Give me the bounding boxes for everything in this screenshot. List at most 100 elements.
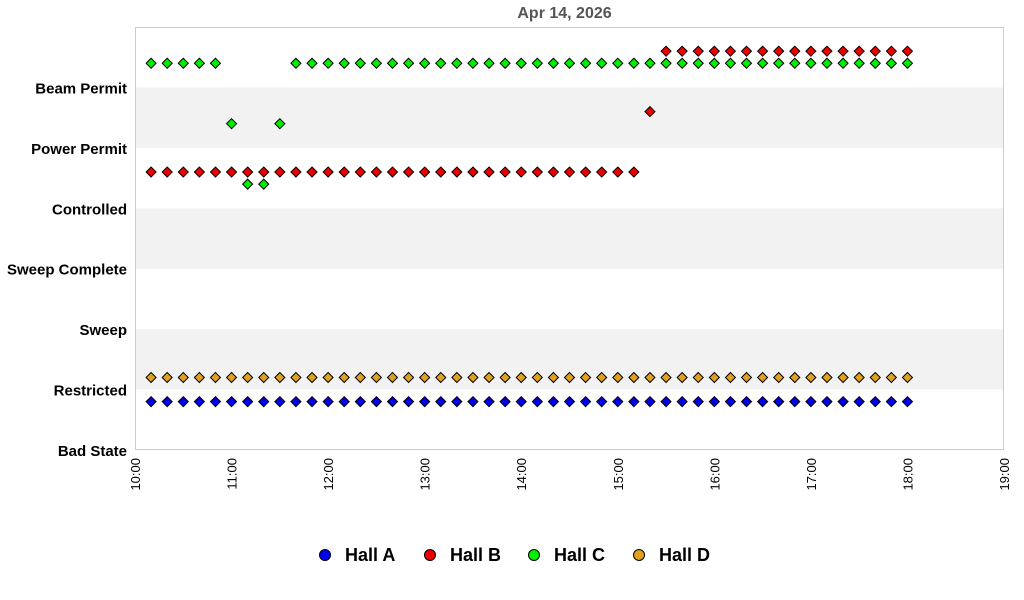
point-hall-a	[338, 395, 350, 408]
point-hall-d	[306, 371, 318, 384]
point-hall-c	[338, 57, 350, 69]
point-hall-b	[515, 166, 527, 178]
point-hall-c	[306, 57, 318, 69]
point-hall-c	[354, 57, 367, 69]
point-hall-b	[209, 166, 222, 178]
point-hall-b	[660, 45, 672, 57]
x-tick-label: 17:00	[804, 458, 819, 491]
x-tick-label: 12:00	[321, 458, 336, 491]
y-label-bad-state: Bad State	[58, 443, 127, 460]
point-hall-c	[772, 57, 785, 69]
point-hall-b	[595, 166, 608, 178]
point-hall-d	[708, 371, 721, 384]
point-hall-d	[354, 371, 367, 384]
point-hall-a	[821, 395, 833, 408]
point-hall-c	[177, 57, 189, 69]
point-hall-a	[290, 395, 302, 408]
point-hall-a	[467, 395, 479, 408]
point-hall-d	[547, 371, 560, 384]
point-hall-d	[628, 371, 640, 384]
point-hall-b	[531, 166, 544, 178]
point-hall-c	[837, 57, 849, 69]
point-hall-d	[595, 371, 608, 384]
point-hall-a	[805, 395, 817, 408]
point-hall-d	[483, 371, 495, 384]
point-hall-a	[885, 395, 898, 408]
legend-item-hall-d: Hall D	[633, 545, 710, 565]
point-hall-d	[901, 371, 914, 384]
point-hall-c	[708, 57, 721, 69]
point-hall-a	[370, 395, 383, 408]
background-bands	[135, 27, 1004, 450]
point-hall-a	[161, 395, 173, 408]
point-hall-b	[563, 166, 576, 178]
point-hall-a	[724, 395, 737, 408]
point-hall-a	[901, 395, 914, 408]
point-hall-a	[306, 395, 318, 408]
point-hall-a	[547, 395, 560, 408]
x-tick-label: 18:00	[900, 458, 915, 491]
point-hall-c	[451, 57, 463, 69]
point-hall-b	[628, 166, 640, 178]
point-hall-b	[821, 45, 833, 57]
point-hall-a	[515, 395, 527, 408]
point-hall-d	[467, 371, 479, 384]
point-hall-b	[435, 166, 447, 178]
point-hall-a	[193, 395, 206, 408]
point-hall-b	[225, 166, 238, 178]
point-hall-d	[644, 371, 656, 384]
band-6	[135, 27, 1004, 88]
band-3	[135, 208, 1004, 269]
point-hall-c	[676, 57, 688, 69]
point-hall-d	[660, 371, 672, 384]
y-label-restricted: Restricted	[54, 383, 127, 400]
point-hall-a	[628, 395, 640, 408]
point-hall-b	[901, 45, 914, 57]
point-hall-d	[338, 371, 350, 384]
point-hall-b	[724, 45, 737, 57]
point-hall-c	[241, 178, 254, 190]
point-hall-d	[225, 371, 238, 384]
point-hall-c	[885, 57, 898, 69]
point-hall-d	[772, 371, 785, 384]
point-hall-a	[837, 395, 849, 408]
point-hall-c	[386, 57, 399, 69]
x-tick-label: 19:00	[997, 458, 1012, 491]
point-hall-c	[853, 57, 865, 69]
chart-title: Apr 14, 2026	[517, 5, 611, 22]
point-hall-b	[869, 45, 881, 57]
point-hall-d	[692, 371, 704, 384]
point-hall-b	[193, 166, 206, 178]
point-hall-d	[499, 371, 511, 384]
point-hall-c	[595, 57, 608, 69]
point-hall-a	[676, 395, 688, 408]
point-hall-c	[789, 57, 801, 69]
point-hall-c	[161, 57, 173, 69]
point-hall-c	[563, 57, 576, 69]
legend-swatch-hall-a	[319, 549, 331, 561]
point-hall-a	[853, 395, 865, 408]
point-hall-d	[161, 371, 173, 384]
point-hall-a	[772, 395, 785, 408]
legend-swatch-hall-b	[424, 549, 436, 561]
y-label-beam-permit: Beam Permit	[35, 80, 127, 97]
point-hall-b	[644, 105, 656, 118]
point-hall-d	[756, 371, 769, 384]
point-hall-b	[290, 166, 302, 178]
x-tick-label: 11:00	[225, 458, 240, 490]
point-hall-c	[499, 57, 511, 69]
point-hall-b	[386, 166, 399, 178]
point-hall-a	[354, 395, 367, 408]
point-hall-d	[193, 371, 206, 384]
point-hall-a	[531, 395, 544, 408]
x-tick-label: 14:00	[514, 458, 529, 491]
point-hall-d	[885, 371, 898, 384]
point-hall-a	[644, 395, 656, 408]
point-hall-c	[821, 57, 833, 69]
point-hall-a	[708, 395, 721, 408]
point-hall-a	[579, 395, 592, 408]
legend-item-hall-b: Hall B	[424, 545, 501, 565]
legend: Hall A Hall B Hall C Hall D	[319, 545, 710, 565]
point-hall-a	[177, 395, 189, 408]
y-label-sweep-complete: Sweep Complete	[7, 262, 127, 279]
